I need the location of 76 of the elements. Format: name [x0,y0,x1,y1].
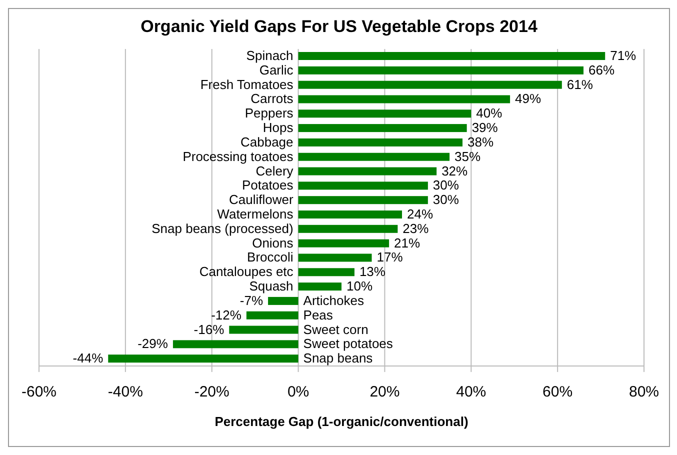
bar [298,66,584,74]
data-label: 32% [442,163,468,178]
y-tick-label: Artichokes [303,292,364,308]
y-tick-label: Peas [303,307,334,322]
y-tick-label: Sweet corn [303,322,368,337]
y-tick-label: Peppers [244,106,294,121]
data-label: -12% [211,307,242,322]
x-tick-label: 80% [628,384,660,401]
bar [298,196,428,204]
data-label: 71% [610,48,637,63]
y-tick-label: Snap beans [303,350,374,366]
bar [298,138,462,146]
data-label: -7% [240,292,264,308]
x-tick-label: 60% [542,384,573,401]
y-tick-label: Cauliflower [228,192,294,208]
x-axis-title: Percentage Gap (1-organic/conventional) [214,414,468,429]
data-label: 38% [468,134,494,150]
y-tick-label: Fresh Tomatoes [200,76,294,92]
data-label: 10% [346,278,373,294]
y-tick-label: Hops [262,120,294,136]
bar [298,254,372,262]
chart-title: Organic Yield Gaps For US Vegetable Crops 2014 [140,17,538,37]
bar [246,311,298,320]
data-label: 39% [472,120,498,136]
bar [229,326,298,334]
y-tick-label: Snap beans (processed) [152,220,294,236]
bar [298,110,472,118]
y-tick-label: Potatoes [242,178,294,193]
y-tick-label: Garlic [259,62,294,78]
data-label: 17% [376,250,404,265]
bar [298,210,402,218]
x-tick-label: -40% [108,384,143,401]
y-tick-label: Cantaloupes etc [199,264,294,280]
data-label: 40% [476,106,503,121]
bar [298,282,342,291]
y-tick-label: Squash [249,278,294,294]
bar [298,167,437,176]
data-label: 61% [566,76,594,92]
data-label: 23% [402,220,430,236]
y-tick-label: Spinach [246,48,294,63]
data-label: 21% [394,235,420,250]
y-tick-label: Watermelons [217,206,294,222]
x-tick-label: 40% [456,384,486,401]
data-label: -44% [72,350,104,366]
y-tick-label: Broccoli [247,250,294,265]
bar [108,354,298,363]
x-tick-label: -20% [194,384,230,401]
x-tick-label: 0% [287,384,310,401]
bar [298,52,606,60]
data-label: 24% [407,206,434,222]
data-label: 13% [359,264,386,280]
bar [298,268,354,276]
data-label: 66% [588,62,615,78]
bar [268,296,298,305]
bar [298,80,562,89]
bar [298,152,450,161]
data-label: 49% [515,91,542,106]
bar [298,95,510,104]
data-label: 35% [454,148,481,164]
data-label: -16% [194,322,225,337]
data-label: 30% [432,178,460,193]
bar [298,239,390,248]
data-label: -29% [138,336,168,352]
y-tick-label: Cabbage [240,134,294,150]
bar [172,340,298,348]
x-tick-label: 20% [370,384,400,401]
bar [298,182,428,190]
bar [298,224,398,233]
x-tick-label: -60% [21,384,57,401]
y-tick-label: Carrots [250,91,294,106]
y-tick-label: Processing toatoes [182,148,294,164]
bar [298,124,467,132]
y-tick-label: Onions [252,235,294,250]
y-tick-label: Sweet potatoes [303,336,394,352]
data-label: 30% [432,192,460,208]
y-tick-label: Celery [256,163,294,178]
